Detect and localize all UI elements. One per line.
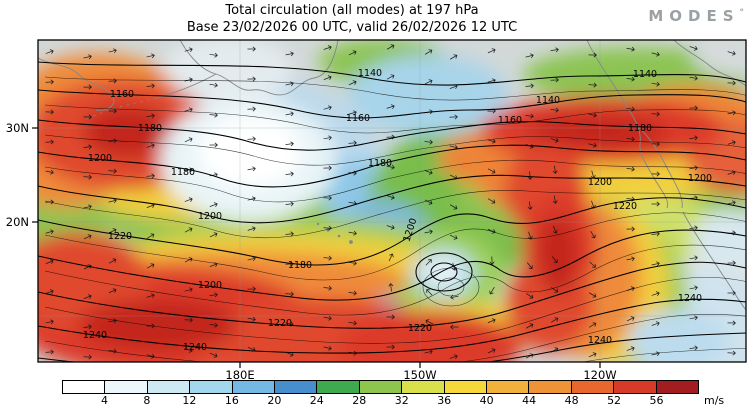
chart-subtitle: Base 23/02/2026 00 UTC, valid 26/02/2026… [186, 19, 518, 35]
colorbar-tick-label: 48 [564, 394, 579, 407]
map-frame [37, 39, 747, 363]
colorbar-segment [655, 381, 699, 393]
colorbar-segment [443, 381, 487, 393]
contour-label: 1200 [88, 153, 112, 164]
contour-label: 1160 [346, 113, 370, 124]
contour-label: 1220 [613, 201, 637, 212]
colorbar-tick-label: 8 [143, 394, 151, 407]
contour-label: 1180 [171, 167, 195, 178]
contour-label: 1240 [678, 293, 702, 304]
colorbar-tick-label: 56 [649, 394, 664, 407]
contour-label: 1220 [268, 318, 292, 329]
contour-label: 1200 [198, 211, 222, 222]
colorbar-segment [486, 381, 529, 393]
modes-logo: MODES° [648, 7, 744, 25]
x-axis-tick-180e: 180E [225, 368, 254, 382]
contour-lines [38, 61, 746, 362]
colorbar-tick-label: 20 [267, 394, 282, 407]
contour-label: 1140 [536, 95, 560, 106]
contour-label: 1240 [588, 335, 612, 346]
colorbar [62, 380, 699, 394]
colorbar-segment [401, 381, 444, 393]
colorbar-tick-label: 28 [352, 394, 367, 407]
contour-label: 1180 [138, 123, 162, 134]
x-axis-tick-150w: 150W [403, 368, 436, 382]
colorbar-tick-label: 40 [479, 394, 494, 407]
x-axis-tick-120w: 120W [583, 368, 616, 382]
colorbar-tick-labels: 4 8 12 16 20 24 28 32 36 40 44 48 52 56 [62, 394, 699, 408]
streamlines [44, 76, 746, 362]
contour-label: 1200 [688, 173, 712, 184]
colorbar-segment [104, 381, 147, 393]
contour-label: 1140 [358, 68, 382, 79]
chart-title: Total circulation (all modes) at 197 hPa [225, 3, 479, 18]
colorbar-segment [189, 381, 232, 393]
colorbar-segment [231, 381, 275, 393]
chart-header: Total circulation (all modes) at 197 hPa… [0, 3, 704, 37]
colorbar-tick-label: 44 [522, 394, 537, 407]
contour-label: 1180 [628, 123, 652, 134]
y-axis-tick-30n: 30N [6, 121, 29, 135]
colorbar-segment [316, 381, 359, 393]
colorbar-segment [146, 381, 190, 393]
colorbar-segment [63, 381, 105, 393]
colorbar-segment [528, 381, 571, 393]
colorbar-segment [613, 381, 656, 393]
contour-label: 1160 [498, 115, 522, 126]
colorbar-tick-label: 52 [607, 394, 622, 407]
colorbar-tick-label: 4 [100, 394, 108, 407]
colorbar-segment [274, 381, 317, 393]
coastlines [38, 40, 746, 311]
map-plot: 1140 1140 1140 1160 1160 1160 1180 1180 … [6, 39, 747, 382]
colorbar-unit: m/s [704, 394, 725, 407]
modes-logo-degree-icon: ° [739, 8, 745, 18]
contour-label: 1200 [198, 280, 222, 291]
colorbar-segment [358, 381, 402, 393]
contour-label: 1140 [633, 69, 657, 80]
colorbar-tick-label: 12 [182, 394, 197, 407]
colorbar-tick-label: 32 [394, 394, 409, 407]
colorbar-segment [570, 381, 614, 393]
contour-label: 1220 [408, 323, 432, 334]
colorbar-tick-label: 16 [224, 394, 239, 407]
contour-label: 1180 [368, 158, 392, 169]
contour-label: 1240 [183, 342, 207, 353]
contour-label: 1240 [83, 330, 107, 341]
y-axis-tick-20n: 20N [6, 215, 29, 229]
colorbar-tick-label: 36 [437, 394, 452, 407]
modes-logo-text: MODES [648, 7, 740, 25]
contour-label: 1200 [588, 177, 612, 188]
axis-ticks [32, 127, 601, 368]
contour-label: 1220 [108, 231, 132, 242]
contour-label: 1180 [288, 260, 312, 271]
colorbar-tick-label: 24 [309, 394, 324, 407]
contour-label: 1160 [110, 89, 134, 100]
wind-arrows [45, 44, 736, 360]
